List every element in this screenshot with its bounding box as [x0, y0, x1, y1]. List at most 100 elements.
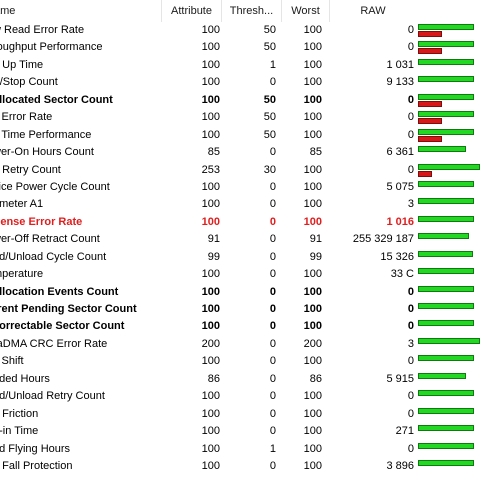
table-row[interactable]: ad/Unload Cycle Count 99 0 99 15 326 [0, 249, 480, 266]
table-row[interactable]: k Time Performance 100 50 100 0 [0, 127, 480, 144]
threshold-value: 0 [269, 268, 276, 281]
health-bar-green [418, 128, 474, 135]
attribute-name: d Friction [0, 407, 39, 420]
health-bar-green [418, 320, 474, 327]
health-bar-green [418, 407, 474, 414]
raw-value: 255 329 187 [352, 233, 414, 246]
table-row[interactable]: raDMA CRC Error Rate 200 0 200 3 [0, 336, 480, 353]
attribute-name: mperature [0, 268, 44, 281]
raw-value: 3 [407, 337, 414, 350]
health-bar [418, 144, 480, 161]
table-row[interactable]: wer-Off Retract Count 91 0 91 255 329 187 [0, 231, 480, 248]
table-row[interactable]: w Read Error Rate 100 50 100 0 [0, 22, 480, 39]
attribute-value: 100 [201, 198, 220, 211]
attribute-value: 100 [201, 425, 220, 438]
raw-value: 0 [407, 128, 414, 141]
attribute-value: 100 [201, 24, 220, 36]
health-bar-green [418, 146, 466, 153]
worst-value: 99 [309, 250, 322, 263]
raw-value: 5 915 [386, 372, 414, 385]
attribute-value: 100 [201, 407, 220, 420]
table-row[interactable]: allocation Events Count 100 0 100 0 [0, 284, 480, 301]
health-bar-green [418, 215, 474, 222]
raw-value: 0 [407, 303, 414, 315]
worst-value: 100 [303, 180, 322, 193]
threshold-value: 0 [269, 459, 276, 472]
attribute-name: allocation Events Count [0, 285, 119, 298]
table-row[interactable]: correctable Sector Count 100 0 100 0 [0, 318, 480, 335]
risk-bar-red [418, 48, 442, 55]
raw-value: 0 [407, 41, 414, 54]
threshold-value: 0 [269, 233, 276, 246]
attribute-name: roughput Performance [0, 41, 103, 54]
worst-value: 100 [303, 407, 322, 420]
table-row[interactable]: d Friction 100 0 100 0 [0, 406, 480, 423]
worst-value: 100 [303, 268, 322, 281]
column-header-name[interactable]: ame [0, 0, 162, 22]
health-bar [418, 336, 480, 353]
attribute-name: n Retry Count [0, 163, 61, 176]
table-row[interactable]: vice Power Cycle Count 100 0 100 5 075 [0, 179, 480, 196]
table-row[interactable]: mperature 100 0 100 33 C [0, 266, 480, 283]
health-bar-green [418, 93, 474, 100]
attribute-name: wer-Off Retract Count [0, 233, 100, 246]
table-row[interactable]: n Retry Count 253 30 100 0 [0, 162, 480, 179]
worst-value: 100 [303, 76, 322, 89]
attribute-value: 100 [201, 93, 220, 106]
health-bar [418, 196, 480, 213]
table-row[interactable]: rt/Stop Count 100 0 100 9 133 [0, 74, 480, 91]
attribute-value: 100 [201, 76, 220, 89]
health-bar [418, 266, 480, 283]
smart-table-header: ame Attribute Thresh... Worst RAW [0, 0, 480, 22]
attribute-name: ad Flying Hours [0, 442, 71, 455]
attribute-value: 100 [201, 41, 220, 54]
health-bar [418, 458, 480, 475]
table-row[interactable]: k Shift 100 0 100 0 [0, 353, 480, 370]
column-header-worst[interactable]: Worst [282, 0, 330, 22]
attribute-name: w Read Error Rate [0, 24, 85, 36]
attribute-value: 99 [207, 250, 220, 263]
worst-value: 100 [303, 93, 322, 106]
health-bar-green [418, 180, 474, 187]
attribute-name: aded Hours [0, 372, 50, 385]
raw-value: 9 133 [386, 76, 414, 89]
column-header-threshold[interactable]: Thresh... [222, 0, 282, 22]
attribute-name: k Error Rate [0, 111, 53, 124]
table-row[interactable]: wer-On Hours Count 85 0 85 6 361 [0, 144, 480, 161]
table-row[interactable]: ameter A1 100 0 100 3 [0, 196, 480, 213]
table-row[interactable]: k Error Rate 100 50 100 0 [0, 109, 480, 126]
raw-value: 0 [407, 93, 414, 106]
attribute-name: ameter A1 [0, 198, 44, 211]
attribute-name: e Fall Protection [0, 459, 73, 472]
table-row[interactable]: roughput Performance 100 50 100 0 [0, 39, 480, 56]
attribute-value: 85 [207, 146, 220, 159]
worst-value: 200 [303, 337, 322, 350]
threshold-value: 0 [269, 285, 276, 298]
health-bar-green [418, 303, 474, 309]
threshold-value: 0 [269, 303, 276, 315]
threshold-value: 0 [269, 76, 276, 89]
worst-value: 100 [303, 303, 322, 315]
risk-bar-red [418, 118, 442, 125]
attribute-name: d-in Time [0, 425, 39, 438]
table-row[interactable]: rrent Pending Sector Count 100 0 100 0 [0, 301, 480, 318]
attribute-value: 100 [201, 215, 220, 228]
raw-value: 0 [407, 390, 414, 403]
worst-value: 100 [303, 128, 322, 141]
health-bar [418, 127, 480, 144]
table-row[interactable]: Sense Error Rate 100 0 100 1 016 [0, 214, 480, 231]
table-row[interactable]: aded Hours 86 0 86 5 915 [0, 371, 480, 388]
attribute-value: 91 [207, 233, 220, 246]
column-header-attribute[interactable]: Attribute [162, 0, 222, 22]
attribute-value: 100 [201, 355, 220, 368]
table-row[interactable]: n Up Time 100 1 100 1 031 [0, 57, 480, 74]
table-row[interactable]: ad/Unload Retry Count 100 0 100 0 [0, 388, 480, 405]
table-row[interactable]: d-in Time 100 0 100 271 [0, 423, 480, 440]
table-row[interactable]: e Fall Protection 100 0 100 3 896 [0, 458, 480, 475]
health-bar [418, 301, 480, 318]
table-row[interactable]: allocated Sector Count 100 50 100 0 [0, 92, 480, 109]
worst-value: 86 [309, 372, 322, 385]
table-row[interactable]: ad Flying Hours 100 1 100 0 [0, 441, 480, 458]
column-header-raw[interactable]: RAW [360, 5, 386, 17]
worst-value: 100 [303, 163, 322, 176]
